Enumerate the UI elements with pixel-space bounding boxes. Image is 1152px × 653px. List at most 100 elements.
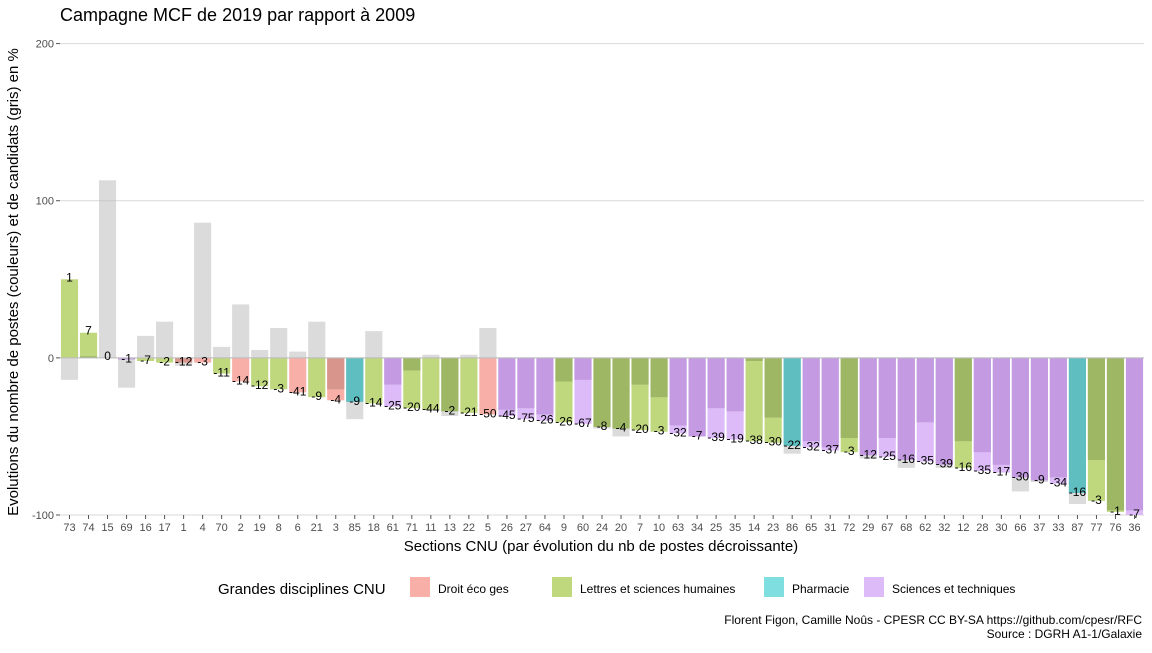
x-tick-label: 67 xyxy=(881,522,893,534)
x-tick-label: 66 xyxy=(1014,522,1026,534)
bar-value-label: -19 xyxy=(726,432,744,446)
bar-value-label: -34 xyxy=(1050,476,1068,490)
x-tick-label: 6 xyxy=(295,522,301,534)
x-tick-label: 27 xyxy=(520,522,532,534)
x-tick-label: 62 xyxy=(919,522,931,534)
bar-postes xyxy=(479,357,497,415)
x-tick-label: 33 xyxy=(1052,522,1064,534)
x-tick-label: 9 xyxy=(561,522,567,534)
bar-candidats xyxy=(213,346,231,358)
bar-value-label: -14 xyxy=(365,395,383,409)
bar-candidats xyxy=(422,354,440,358)
x-tick-label: 25 xyxy=(710,522,722,534)
bar-overlap xyxy=(802,357,820,442)
bar-value-label: -7 xyxy=(1129,507,1140,521)
bar-candidats xyxy=(365,331,383,358)
bar-value-label: -45 xyxy=(498,408,516,422)
bar-postes xyxy=(270,357,288,390)
x-tick-label: 23 xyxy=(767,522,779,534)
bar-overlap xyxy=(973,357,991,453)
bar-value-label: -75 xyxy=(517,411,535,425)
x-tick-label: 10 xyxy=(653,522,665,534)
bar-overlap xyxy=(631,357,649,385)
bar-candidats xyxy=(460,354,478,358)
x-tick-labels: 73 74 15 69 16 17 1 4 70 2 19 8 6 21 3 85 18 61 71 11 13 22 5 2… xyxy=(63,515,1141,534)
bar-candidats xyxy=(270,328,288,358)
bar-overlap xyxy=(878,357,896,438)
x-tick-label: 86 xyxy=(786,522,798,534)
bar-value-label: -30 xyxy=(1012,469,1030,483)
bar-value-label: -4 xyxy=(330,392,341,406)
legend: Grandes disciplines CNU Droit éco ges Let… xyxy=(218,577,1015,598)
caption-line-2: Source : DGRH A1-1/Galaxie xyxy=(987,627,1143,641)
x-tick-label: 2 xyxy=(238,522,244,534)
x-tick-label: 21 xyxy=(311,522,323,534)
legend-swatch xyxy=(410,577,430,597)
x-tick-label: 64 xyxy=(539,522,551,534)
bar-postes xyxy=(460,357,478,413)
x-tick-label: 61 xyxy=(387,522,399,534)
bar-postes xyxy=(232,357,250,382)
caption-line-1: Florent Figon, Camille Noûs - CPESR CC B… xyxy=(724,613,1142,627)
legend-label: Sciences et techniques xyxy=(892,582,1015,596)
bar-overlap xyxy=(536,357,554,415)
bar-overlap xyxy=(992,357,1010,465)
bar-value-label: -1 xyxy=(121,351,132,365)
bar-value-label: -20 xyxy=(403,400,421,414)
x-tick-label: 30 xyxy=(995,522,1007,534)
bar-candidats xyxy=(479,328,497,358)
bar-overlap xyxy=(859,357,877,456)
bar-candidats xyxy=(137,335,155,358)
bar-overlap xyxy=(612,357,630,429)
bar-value-label: -3 xyxy=(273,381,284,395)
x-tick-label: 13 xyxy=(444,522,456,534)
bar-value-label: -16 xyxy=(898,452,916,466)
bar-overlap xyxy=(118,357,136,360)
bar-overlap xyxy=(517,357,535,409)
bar-value-label: -44 xyxy=(422,402,440,416)
x-tick-label: 26 xyxy=(501,522,513,534)
bar-overlap xyxy=(783,357,801,446)
bar-value-label: -3 xyxy=(1091,493,1102,507)
bar-candidats xyxy=(308,321,326,358)
bar-value-label: -25 xyxy=(879,449,897,463)
bar-overlap xyxy=(1125,357,1144,511)
x-tick-label: 12 xyxy=(957,522,969,534)
bar-candidats xyxy=(98,180,117,358)
x-tick-label: 4 xyxy=(200,522,206,534)
bar-overlap xyxy=(327,357,345,390)
bar-overlap xyxy=(1011,357,1029,478)
bar-value-label: -7 xyxy=(692,428,703,442)
bar-overlap xyxy=(707,357,725,409)
bar-overlap xyxy=(441,357,459,412)
bar-value-label: -17 xyxy=(993,465,1011,479)
x-tick-label: 24 xyxy=(596,522,608,534)
x-tick-label: 60 xyxy=(577,522,589,534)
bar-value-labels: 170 -1 -7 -2 -12 -3-11-14 -12 -3 -41 -9 -4 -9 -14 -25… xyxy=(66,270,1140,521)
x-tick-label: 63 xyxy=(672,522,684,534)
bar-candidats xyxy=(232,304,250,358)
bar-overlap xyxy=(726,357,744,412)
bar-value-label: -67 xyxy=(574,416,592,430)
legend-swatch xyxy=(552,577,572,597)
x-tick-label: 72 xyxy=(843,522,855,534)
y-tick-label: 0 xyxy=(48,353,54,365)
x-tick-label: 85 xyxy=(349,522,361,534)
x-tick-label: 65 xyxy=(805,522,817,534)
bar-value-label: -11 xyxy=(213,366,230,380)
bars xyxy=(60,180,1144,515)
bar-value-label: -37 xyxy=(822,443,840,457)
bar-value-label: -12 xyxy=(860,447,878,461)
bar-overlap xyxy=(1106,357,1125,511)
bar-value-label: -12 xyxy=(175,355,193,369)
bar-value-label: -9 xyxy=(311,389,322,403)
bar-overlap xyxy=(821,357,839,448)
legend-title: Grandes disciplines CNU xyxy=(218,581,386,598)
bar-postes xyxy=(213,357,231,374)
x-tick-label: 29 xyxy=(862,522,874,534)
bar-value-label: -30 xyxy=(764,435,782,449)
bar-value-label: -22 xyxy=(784,438,802,452)
x-tick-label: 20 xyxy=(615,522,627,534)
bar-candidats xyxy=(251,350,269,358)
x-tick-label: 8 xyxy=(276,522,282,534)
